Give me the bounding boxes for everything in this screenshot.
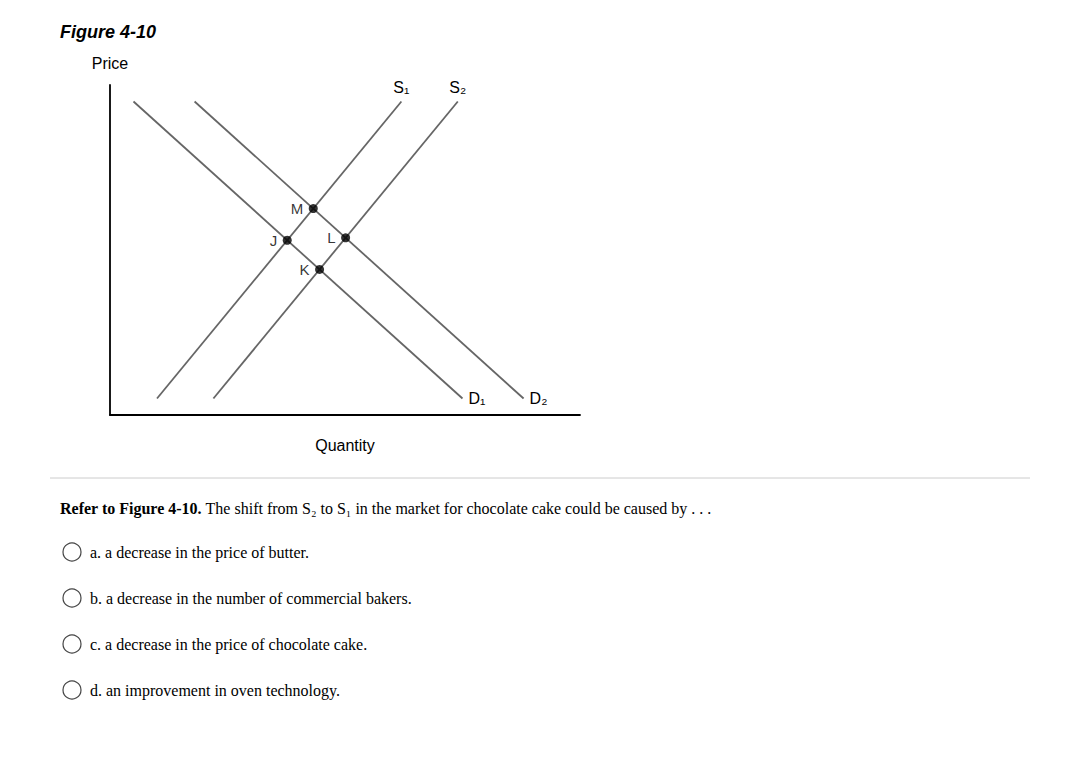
svg-text:The shift from S₂ to S₁ in the: The shift from S₂ to S₁ in the market fo… bbox=[202, 500, 711, 518]
svg-text:M: M bbox=[291, 200, 304, 217]
svg-text:b. a decrease in the number of: b. a decrease in the number of commercia… bbox=[90, 590, 412, 607]
svg-text:c. a decrease in the price of: c. a decrease in the price of chocolate … bbox=[90, 636, 367, 654]
svg-text:S₁: S₁ bbox=[393, 79, 409, 96]
svg-text:Price: Price bbox=[92, 55, 129, 72]
svg-text:J: J bbox=[270, 232, 278, 249]
svg-text:K: K bbox=[300, 261, 310, 278]
svg-text:Quantity: Quantity bbox=[315, 437, 375, 454]
svg-text:D₂: D₂ bbox=[530, 390, 548, 407]
svg-text:S₂: S₂ bbox=[449, 79, 466, 96]
svg-text:Figure 4-10: Figure 4-10 bbox=[60, 22, 156, 42]
svg-text:L: L bbox=[327, 229, 335, 246]
svg-text:Refer to Figure 4-10.: Refer to Figure 4-10. bbox=[60, 500, 202, 518]
svg-text:D₁: D₁ bbox=[469, 390, 486, 407]
svg-text:a. a decrease in the price of: a. a decrease in the price of butter. bbox=[90, 544, 309, 562]
svg-text:d. an improvement in oven tech: d. an improvement in oven technology. bbox=[90, 682, 340, 700]
